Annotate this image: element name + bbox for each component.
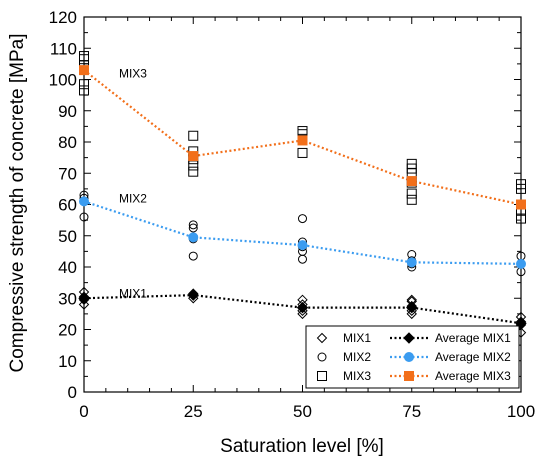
- legend-marker-average-mix3: [404, 371, 414, 381]
- average-point-average-mix2: [188, 232, 199, 243]
- data-point-mix3: [406, 194, 417, 205]
- legend-label-average-mix1: Average MIX1: [435, 331, 511, 345]
- legend-label-mix1: MIX1: [343, 331, 371, 345]
- legend: MIX1 MIX2 MIX3 Average MIX1 Average MIX2 Aver…: [305, 325, 520, 389]
- data-point-mix3: [406, 188, 417, 199]
- average-point-average-mix3: [188, 151, 199, 162]
- data-point-mix3: [406, 158, 417, 169]
- y-tick-label: 70: [58, 164, 77, 183]
- y-tick-label: 110: [50, 39, 77, 58]
- data-point-mix3: [188, 160, 199, 171]
- data-point-mix1: [78, 299, 90, 310]
- data-point-mix2: [298, 254, 307, 264]
- x-axis-title: Saturation level [%]: [220, 436, 384, 457]
- x-tick-label: 25: [184, 402, 203, 421]
- x-tick-label: 0: [79, 402, 88, 421]
- annotation-mix1: MIX1: [119, 287, 147, 301]
- y-tick-label: 0: [68, 383, 77, 402]
- average-point-average-mix1: [406, 301, 418, 314]
- average-points: [78, 65, 527, 329]
- average-point-average-mix1: [78, 292, 90, 304]
- y-tick-label: 20: [58, 321, 77, 340]
- average-point-average-mix2: [516, 258, 526, 269]
- data-point-mix3: [188, 166, 199, 177]
- data-point-mix2: [188, 220, 198, 230]
- y-tick-label: 90: [58, 102, 77, 121]
- data-point-mix3: [79, 79, 89, 90]
- legend-label-mix3: MIX3: [343, 369, 371, 383]
- legend-label-mix2: MIX2: [343, 350, 371, 364]
- average-point-average-mix3: [297, 135, 308, 146]
- average-point-average-mix2: [297, 240, 308, 251]
- average-line-average-mix1: [83, 294, 522, 325]
- data-point-mix2: [188, 223, 198, 233]
- average-point-average-mix3: [516, 199, 526, 210]
- data-point-mix3: [297, 147, 308, 158]
- data-point-mix2: [407, 250, 417, 259]
- average-point-average-mix2: [79, 196, 89, 207]
- legend-marker-mix2: [317, 352, 327, 362]
- y-tick-label: 10: [58, 352, 77, 371]
- y-axis: 0 10 20 30 40 50 60 70 80 90 100 110 120: [49, 8, 521, 402]
- legend-marker-mix1: [316, 332, 328, 344]
- legend-label-average-mix2: Average MIX2: [435, 350, 511, 364]
- data-point-mix3: [79, 85, 89, 96]
- x-tick-label: 100: [507, 402, 535, 421]
- annotation-mix3: MIX3: [119, 66, 147, 80]
- average-point-average-mix3: [79, 65, 89, 76]
- data-point-mix3: [516, 213, 526, 224]
- average-line-average-mix2: [83, 200, 522, 265]
- data-point-mix2: [188, 251, 198, 261]
- y-tick-label: 100: [49, 71, 77, 90]
- y-tick-label: 120: [49, 8, 77, 27]
- x-tick-label: 50: [293, 402, 312, 421]
- average-point-average-mix3: [406, 176, 417, 187]
- legend-marker-mix3: [317, 371, 327, 381]
- y-tick-label: 40: [58, 258, 77, 277]
- average-point-average-mix2: [406, 257, 417, 268]
- data-point-mix2: [79, 212, 89, 222]
- y-axis-title: Compressive strength of concrete [MPa]: [7, 34, 28, 373]
- legend-label-average-mix3: Average MIX3: [435, 369, 511, 383]
- annotation-mix2: MIX2: [119, 191, 147, 205]
- x-tick-label: 75: [402, 402, 421, 421]
- average-point-average-mix1: [296, 301, 309, 314]
- data-point-mix2: [298, 214, 307, 224]
- series-annotations: MIX3 MIX2 MIX1: [119, 66, 147, 300]
- legend-marker-average-mix1: [403, 332, 415, 344]
- y-tick-label: 50: [58, 227, 77, 246]
- x-axis: 0 25 50 75 100: [79, 17, 535, 421]
- data-point-mix3: [188, 130, 199, 141]
- average-point-average-mix1: [187, 289, 199, 301]
- y-tick-label: 80: [58, 133, 77, 152]
- y-tick-label: 30: [58, 289, 77, 308]
- y-tick-label: 60: [58, 196, 77, 215]
- data-point-mix3: [79, 51, 89, 62]
- average-lines: [83, 69, 522, 325]
- data-point-mix3: [516, 179, 526, 190]
- legend-marker-average-mix2: [404, 352, 414, 362]
